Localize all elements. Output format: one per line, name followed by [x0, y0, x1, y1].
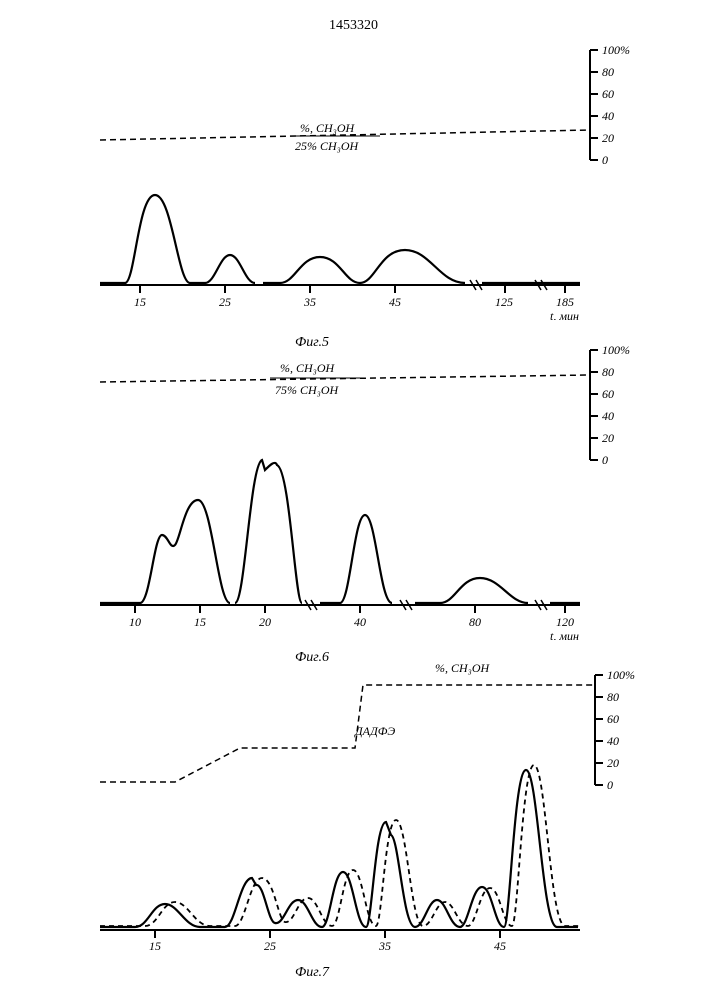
fig6-trace: [100, 460, 580, 603]
fig7-grad-label: %, CH₃OH: [435, 661, 491, 675]
fig6-xtick-1: 15: [194, 615, 206, 629]
fig7-xtick-0: 15: [149, 939, 161, 953]
fig5-chart: 0 20 40 60 80 100% %, CH₃OH 25% CH₃OH 15…: [80, 40, 640, 320]
fig5-ytick-0: 0: [602, 153, 608, 167]
page-number: 1453320: [329, 18, 378, 34]
fig6-grad-bot-label: 75% CH₃OH: [275, 383, 340, 397]
fig6-right-axis: 0 20 40 60 80 100%: [590, 343, 630, 467]
fig5-grad-bot-label: 25% CH₃OH: [295, 139, 360, 153]
fig5-xtick-4: 125: [495, 295, 513, 309]
fig7-peak-label: ДАДФЭ: [354, 724, 395, 738]
fig5-ytick-60: 60: [602, 87, 614, 101]
fig6-ytick-100: 100%: [602, 343, 630, 357]
fig6-grad-top-label: %, CH₃OH: [280, 361, 336, 375]
fig5-trace: [100, 195, 580, 283]
fig5-ytick-20: 20: [602, 131, 614, 145]
fig5-xtick-3: 45: [389, 295, 401, 309]
fig7-xtick-2: 35: [378, 939, 391, 953]
fig5-xtick-2: 35: [303, 295, 316, 309]
fig7-ytick-40: 40: [607, 734, 619, 748]
fig6-ytick-40: 40: [602, 409, 614, 423]
fig7-gradient-line: [100, 685, 595, 782]
fig6-ytick-0: 0: [602, 453, 608, 467]
fig5-right-axis: 0 20 40 60 80 100%: [590, 43, 630, 167]
fig5-ytick-80: 80: [602, 65, 614, 79]
fig7-xtick-3: 45: [494, 939, 506, 953]
fig6-xaxis-label: t, мин: [550, 629, 579, 640]
fig7-ytick-20: 20: [607, 756, 619, 770]
fig5-ytick-40: 40: [602, 109, 614, 123]
fig7-chart: 0 20 40 60 80 100% %, CH₃OH 15 25 35 45 …: [80, 660, 640, 960]
fig5-xtick-5: 185: [556, 295, 574, 309]
fig5-xtick-0: 15: [134, 295, 146, 309]
fig5-xaxis-label: t, мин: [550, 309, 579, 320]
fig6-ytick-80: 80: [602, 365, 614, 379]
fig6-ytick-60: 60: [602, 387, 614, 401]
fig7-ytick-100: 100%: [607, 668, 635, 682]
fig7-caption: Фиг.7: [295, 965, 329, 981]
fig6-xtick-4: 80: [469, 615, 481, 629]
fig6-xtick-0: 10: [129, 615, 141, 629]
fig7-ytick-60: 60: [607, 712, 619, 726]
fig5-grad-top-label: %, CH₃OH: [300, 121, 356, 135]
fig6-xtick-5: 120: [556, 615, 574, 629]
fig7-right-axis: 0 20 40 60 80 100%: [595, 668, 635, 792]
fig7-ytick-80: 80: [607, 690, 619, 704]
fig5-ytick-100: 100%: [602, 43, 630, 57]
fig6-xtick-3: 40: [354, 615, 366, 629]
fig6-ytick-20: 20: [602, 431, 614, 445]
fig6-xtick-2: 20: [259, 615, 271, 629]
fig6-chart: 0 20 40 60 80 100% %, CH₃OH 75% CH₃OH 10…: [80, 340, 640, 640]
fig5-xtick-1: 25: [219, 295, 231, 309]
fig7-ytick-0: 0: [607, 778, 613, 792]
fig7-xtick-1: 25: [264, 939, 276, 953]
